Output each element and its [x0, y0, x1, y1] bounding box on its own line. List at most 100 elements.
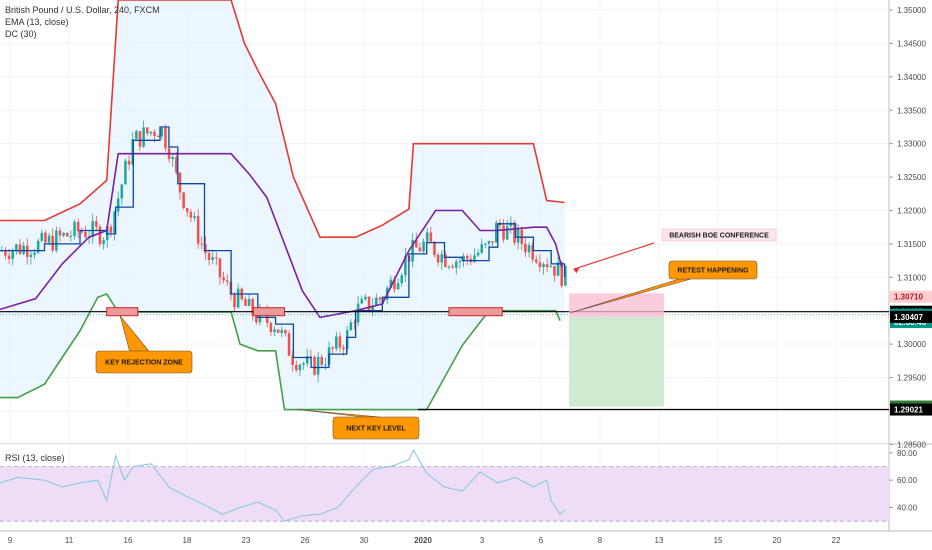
rsi-legend: RSI (13, close)	[5, 453, 65, 463]
candle-body	[280, 330, 284, 333]
candle-body	[156, 136, 160, 138]
y-tick-label: 1.31000	[897, 273, 926, 282]
candle-body	[193, 216, 196, 218]
candle-body	[207, 253, 211, 261]
candle-body	[335, 336, 338, 349]
donchian-channel-fill	[0, 0, 565, 410]
candle-body	[29, 254, 33, 257]
candle-body	[182, 192, 185, 209]
candle-body	[316, 357, 320, 375]
time-axis: 9 11 16 18 23 26 30 2020 3 6 8 13 15 20 22	[8, 536, 841, 545]
x-tick-label: 8	[598, 536, 603, 545]
rsi-tick-label: 40.00	[897, 504, 918, 513]
candle-body	[145, 127, 149, 134]
candle-body	[116, 198, 120, 212]
price-axis: 1.35000 1.34500 1.34000 1.33500 1.33000 1.325…	[889, 6, 932, 513]
x-tick-label: 20	[773, 536, 782, 545]
candle-body	[484, 243, 487, 245]
candle-body	[18, 244, 22, 254]
candle-body	[102, 240, 105, 245]
x-tick-label: 9	[8, 536, 13, 545]
candle-body	[309, 356, 313, 358]
candle-body	[313, 356, 316, 375]
indicator-lines	[0, 0, 566, 411]
candle-body	[527, 245, 531, 253]
x-tick-label: 2020	[414, 536, 432, 545]
candle-body	[225, 280, 229, 282]
candle-body	[120, 184, 124, 199]
candle-body	[371, 305, 374, 310]
candle-body	[91, 221, 94, 238]
key-rejection-callout-pointer	[119, 315, 150, 352]
candle-body	[389, 279, 393, 288]
candle-body	[411, 239, 414, 262]
candle-body	[211, 257, 214, 261]
price-label-box	[890, 290, 932, 303]
key-rejection-callout-box	[95, 350, 193, 374]
candle-body	[349, 322, 353, 331]
candle-body	[44, 232, 47, 243]
candle-body	[233, 294, 236, 308]
x-tick-label: 11	[65, 536, 74, 545]
candle-body	[80, 231, 84, 233]
candle-body	[553, 266, 556, 276]
dc-lower-line	[0, 293, 561, 411]
candle-body	[404, 255, 407, 276]
candle-body	[560, 262, 564, 286]
candle-body	[269, 322, 273, 332]
position-stop-zone	[568, 293, 665, 317]
x-tick-label: 26	[301, 536, 310, 545]
y-tick-label: 1.35000	[897, 6, 926, 15]
candle-body	[429, 232, 433, 242]
candle-body	[200, 243, 204, 245]
candle-body	[535, 259, 538, 263]
candle-body	[7, 255, 11, 260]
candle-body	[487, 241, 491, 244]
candle-body	[513, 222, 516, 243]
candle-body	[556, 262, 560, 276]
candle-body	[538, 262, 542, 268]
boe-label-box	[661, 228, 777, 242]
candle-body	[295, 364, 298, 371]
candle-body	[320, 357, 324, 365]
candle-body	[436, 254, 440, 263]
price-label: 1.30710	[894, 293, 923, 302]
candle-body	[440, 254, 444, 263]
y-tick-label: 1.32500	[897, 173, 926, 182]
candle-body	[418, 247, 422, 252]
candle-body	[178, 172, 182, 193]
candle-body	[55, 230, 58, 251]
candle-body	[84, 231, 87, 238]
candle-body	[160, 128, 164, 137]
rejection-zone-box	[252, 307, 285, 317]
x-tick-label: 30	[360, 536, 369, 545]
candle-body	[367, 296, 371, 310]
candle-body	[400, 275, 404, 284]
candle-body	[153, 131, 156, 137]
y-tick-label: 1.34000	[897, 73, 926, 82]
candle-body	[69, 235, 73, 237]
symbol-title: British Pound / U.S. Dollar, 240, FXCM	[5, 5, 160, 15]
candle-body	[142, 127, 145, 147]
candle-body	[25, 245, 29, 257]
candle-body	[247, 298, 251, 306]
y-tick-label: 1.32000	[897, 206, 926, 215]
candle-body	[273, 329, 276, 332]
dc-middle-line	[0, 152, 563, 319]
candle-body	[505, 226, 509, 240]
candle-body	[451, 266, 454, 268]
y-tick-label: 1.29500	[897, 374, 926, 383]
level-lines	[0, 293, 889, 411]
candle-body	[244, 299, 247, 306]
price-label-box	[890, 403, 932, 416]
y-tick-label: 1.31500	[897, 240, 926, 249]
candle-body	[455, 261, 458, 268]
candle-body	[458, 261, 462, 263]
price-label: 1.29021	[894, 406, 923, 415]
boe-arrow-line	[573, 242, 655, 270]
candle-body	[15, 244, 18, 251]
candle-body	[149, 131, 153, 134]
x-tick-label: 18	[183, 536, 192, 545]
candle-body	[353, 322, 356, 324]
